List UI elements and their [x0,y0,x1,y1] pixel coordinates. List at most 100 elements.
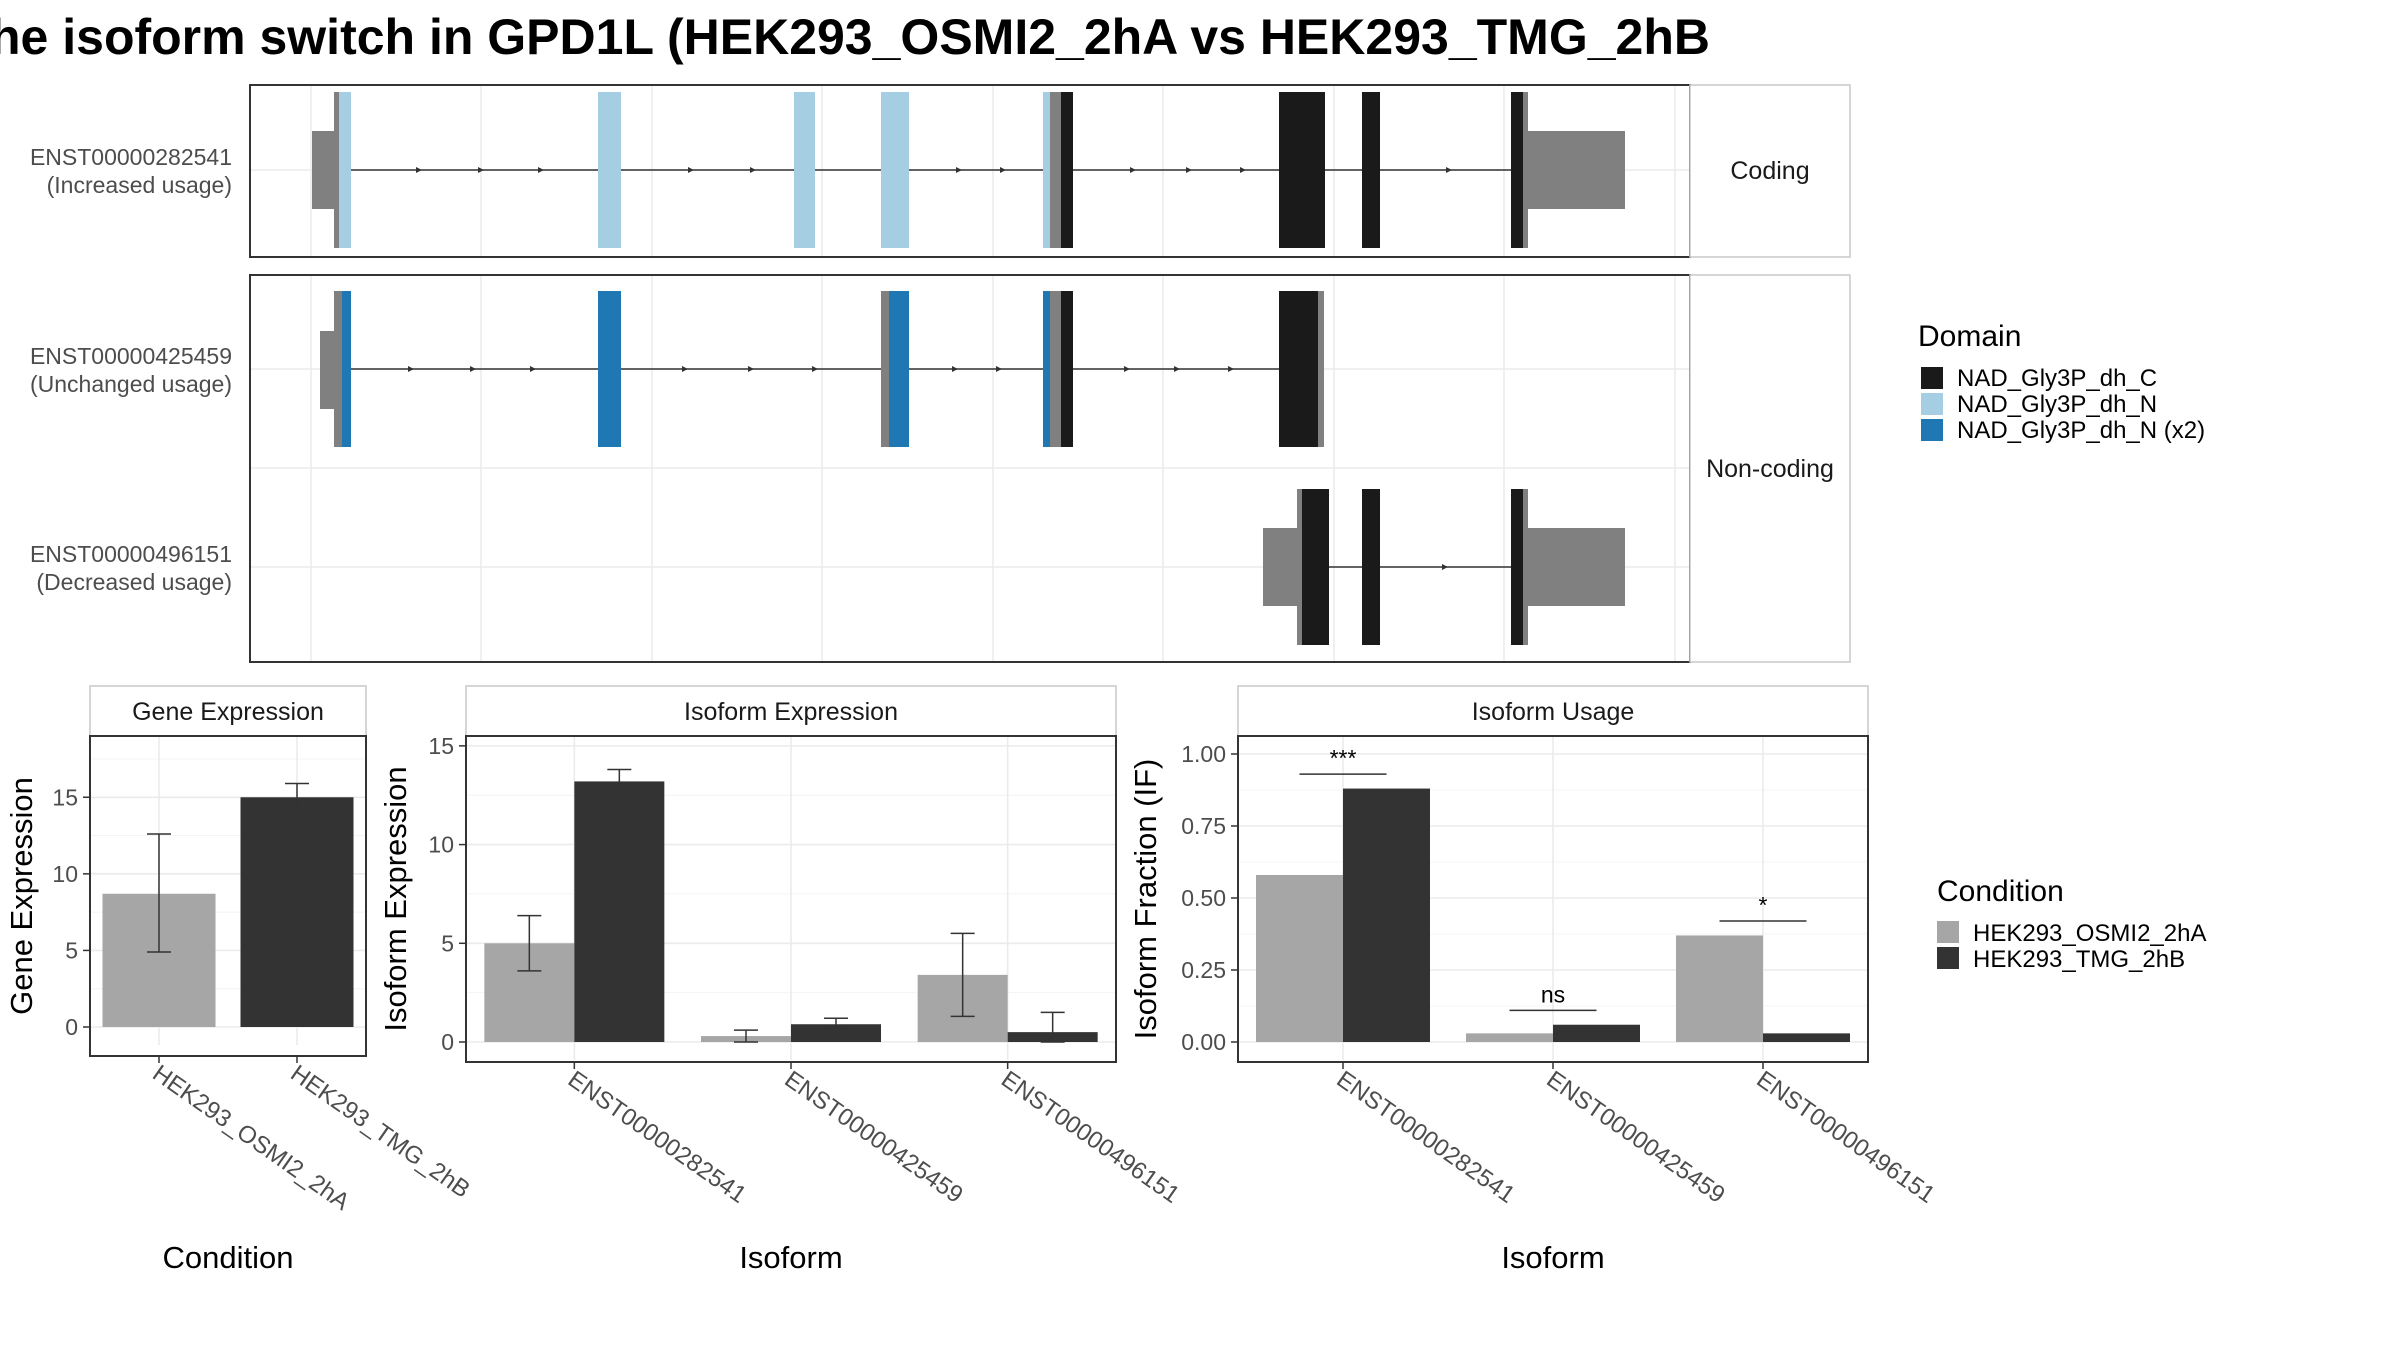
domain-legend-title: Domain [1918,320,2021,353]
isoform-expression-ylabel: Isoform Expression [378,766,413,1031]
coding-strip-label: Coding [1730,157,1809,185]
bar [1676,935,1763,1042]
intron-arrows [1442,564,1448,570]
structure-row-label-2: ENST00000425459 [30,343,232,369]
bar [1256,874,1343,1042]
utr-exon [1263,528,1299,606]
x-tick-label: ENST00000282541 [563,1066,751,1209]
cds-exon [1050,92,1062,248]
isoform-expression-title: Isoform Expression [684,698,898,726]
significance-label: * [1759,892,1768,918]
bar [791,1024,881,1042]
condition-legend-key-1 [1937,921,1959,943]
domain-legend-label-2: NAD_Gly3P_dh_N [1957,391,2157,418]
domain-c-exon [1511,489,1524,645]
domain-legend-label-3: NAD_Gly3P_dh_N (x2) [1957,417,2205,444]
structure-row-label-3: ENST00000496151 [30,541,232,567]
y-tick-label: 0.25 [1181,957,1226,983]
bar [574,781,665,1042]
condition-legend-title: Condition [1937,875,2064,908]
domain-legend-key-1 [1921,367,1943,389]
transcript-ENST00000425459 [320,291,1324,447]
bar [1466,1033,1553,1042]
utr-exon [1527,131,1625,209]
domain-legend-key-2 [1921,393,1943,415]
gene-expression-plot-area [89,735,367,1057]
isoform-expression-y-ticks: 0 5 10 15 [428,733,466,1055]
cds-exon [1523,489,1528,645]
domain-n2-exon [889,291,909,447]
isoform-expression-marks [484,768,1098,1043]
transcript-ENST00000496151 [1263,489,1625,645]
domain-n-exon [339,92,351,248]
isoform-usage-strip [1237,685,1869,737]
y-tick-label: 0 [65,1014,78,1040]
structure-row-note-1: (Increased usage) [47,172,232,198]
y-tick-label: 0.50 [1181,885,1226,911]
y-tick-label: 0.75 [1181,813,1226,839]
condition-legend: Condition HEK293_OSMI2_2hA HEK293_TMG_2h… [1937,875,2206,973]
gene-expression-marks [102,782,354,1027]
y-tick-label: 1.00 [1181,741,1226,767]
domain-n-exon [598,92,621,248]
isoform-expression-x-ticks: ENST00000282541 ENST00000425459 ENST000004… [563,1062,1184,1209]
cds-exon [881,291,890,447]
y-tick-label: 5 [441,930,454,956]
domain-n2-exon [342,291,351,447]
coding-facet-panel [249,84,1691,258]
noncoding-strip [1689,274,1851,663]
domain-c-exon [1279,291,1319,447]
isoform-expression-strip [465,685,1117,737]
gene-expression-y-ticks: 0 5 10 15 [52,784,90,1040]
isoform-usage-y-ticks: 0.00 0.25 0.50 0.75 1.00 [1181,741,1238,1055]
figure-title: he isoform switch in GPD1L (HEK293_OSMI2… [0,9,1710,65]
isoform-usage-title: Isoform Usage [1472,698,1635,726]
domain-c-exon [1061,291,1073,447]
y-tick-label: 5 [65,937,78,963]
domain-legend-label-1: NAD_Gly3P_dh_C [1957,365,2157,392]
bar [1553,1024,1640,1042]
domain-c-exon [1279,92,1325,248]
significance-label: ns [1541,981,1565,1007]
gene-expression-ylabel: Gene Expression [4,777,39,1015]
isoform-usage-x-ticks: ENST00000282541 ENST00000425459 ENST000004… [1332,1062,1940,1209]
noncoding-strip-label: Non-coding [1706,455,1834,483]
y-tick-label: 10 [52,861,78,887]
condition-legend-key-2 [1937,947,1959,969]
bar [240,797,354,1027]
utr-exon [1527,528,1625,606]
y-tick-label: 0 [441,1029,454,1055]
isoform-usage-xlabel: Isoform [1501,1240,1604,1275]
utr-exon [320,331,336,409]
domain-c-exon [1362,92,1380,248]
y-tick-label: 0.00 [1181,1029,1226,1055]
isoform-usage-ylabel: Isoform Fraction (IF) [1128,759,1163,1040]
x-tick-label: ENST00000496151 [1752,1066,1940,1209]
y-tick-label: 15 [428,733,454,759]
domain-legend-key-3 [1921,419,1943,441]
domain-n2-exon [598,291,621,447]
domain-c-exon [1061,92,1073,248]
condition-legend-label-1: HEK293_OSMI2_2hA [1973,920,2206,947]
isoform-usage-chart: Isoform Usage *** ns * 0.00 0.25 0.50 0.75 1.0… [1128,685,1940,1275]
domain-legend: Domain NAD_Gly3P_dh_C NAD_Gly3P_dh_N NAD… [1918,320,2205,444]
gene-expression-xlabel: Condition [163,1240,294,1275]
structure-row-label-1: ENST00000282541 [30,144,232,170]
gene-expression-strip [89,685,367,737]
cds-exon [1297,489,1303,645]
condition-legend-label-2: HEK293_TMG_2hB [1973,946,2185,973]
transcript-ENST00000282541 [312,92,1625,248]
structure-panel: Coding Non-coding ENST00000282541 (Incre… [30,84,1851,663]
x-tick-label: ENST00000425459 [1542,1066,1730,1209]
intron-arrows [408,366,1234,372]
cds-exon [1523,92,1528,248]
gene-expression-title: Gene Expression [132,698,324,726]
isoform-expression-xlabel: Isoform [739,1240,842,1275]
domain-n2-exon [1043,291,1051,447]
utr-exon [312,131,336,209]
coding-strip [1689,84,1851,258]
bar [1763,1033,1850,1042]
domain-n-exon [1043,92,1051,248]
